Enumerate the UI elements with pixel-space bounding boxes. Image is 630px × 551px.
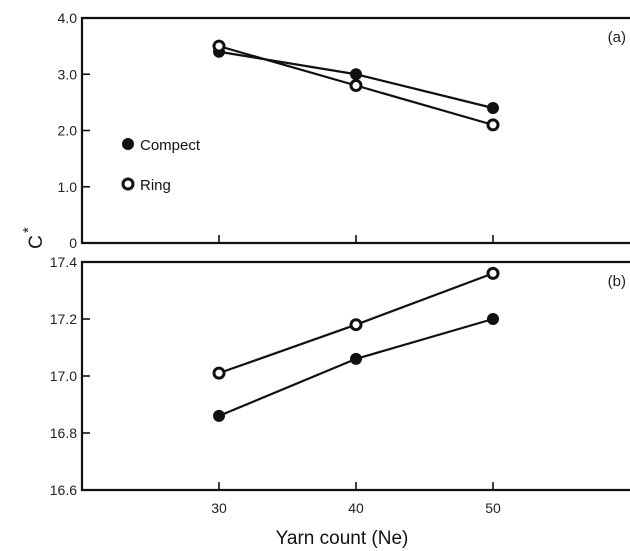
y-axis-title-superscript: * <box>20 227 37 233</box>
legend-label-compect: Compect <box>140 137 201 154</box>
panel-label: (a) <box>608 29 626 46</box>
x-tick-label: 30 <box>211 500 227 516</box>
plot-frame <box>80 16 630 245</box>
open-marker-ring <box>349 318 363 332</box>
filled-marker-compect <box>350 68 362 81</box>
legend-marker-compect <box>122 138 134 150</box>
open-marker-ring <box>212 39 226 53</box>
open-marker-ring <box>486 118 500 132</box>
y-tick-label: 3.0 <box>58 66 78 82</box>
panel-b: 16.6 16.8 17.0 17.2 17.4 30 40 50 (b) <box>50 254 630 516</box>
x-axis-title: Yarn count (Ne) <box>276 528 409 549</box>
y-tick-label: 17.0 <box>50 368 77 384</box>
series-line-compect <box>218 317 494 417</box>
y-tick-label: 1.0 <box>58 179 78 195</box>
legend-label-ring: Ring <box>140 177 171 194</box>
y-tick-label: 2.0 <box>58 123 78 139</box>
y-axis-title-letter: C <box>26 235 47 249</box>
open-marker-ring <box>349 79 363 92</box>
y-tick-label: 17.4 <box>50 254 77 270</box>
legend: Compect Ring <box>121 137 201 194</box>
panel-a: 0 1.0 2.0 3.0 4.0 (a) Compect Ring <box>58 10 630 251</box>
open-marker-ring <box>212 366 226 380</box>
panel-label: (b) <box>608 273 626 290</box>
y-tick-label: 16.6 <box>50 482 77 498</box>
filled-marker-compect <box>350 352 362 365</box>
y-tick-label: 0 <box>69 235 77 251</box>
open-marker-ring <box>486 266 500 280</box>
filled-marker-compect <box>487 313 499 325</box>
x-tick-label: 50 <box>485 500 501 516</box>
y-tick-label: 17.2 <box>50 311 77 327</box>
y-tick-label: 4.0 <box>58 10 78 26</box>
filled-marker-compect <box>213 409 225 422</box>
legend-marker-ring <box>121 177 135 191</box>
y-axis-title: C * <box>20 227 47 249</box>
plot-frame <box>80 260 630 492</box>
filled-marker-compect <box>487 102 499 114</box>
y-tick-label: 16.8 <box>50 425 77 441</box>
x-tick-label: 40 <box>348 500 364 516</box>
